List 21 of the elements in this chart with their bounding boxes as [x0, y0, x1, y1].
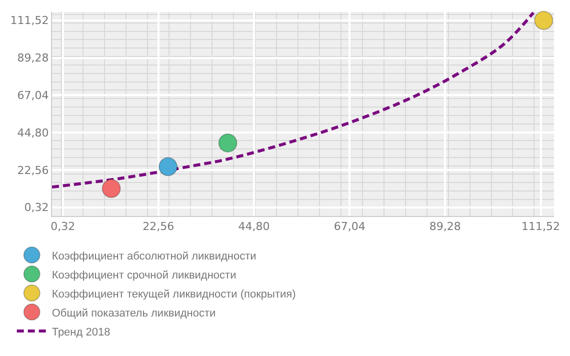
legend-label: Общий показатель ликвидности	[52, 307, 216, 320]
point	[158, 157, 178, 176]
y-tick-label: 22,56	[17, 164, 49, 177]
point	[534, 10, 554, 30]
point	[102, 179, 121, 198]
y-tick-label: 89,28	[17, 52, 49, 65]
y-tick-label: 67,04	[17, 89, 49, 102]
x-tick-label: 89,28	[429, 220, 461, 234]
y-tick-label: 111,52	[10, 14, 49, 28]
y-tick-label: 44,80	[17, 126, 49, 140]
y-tick-label: 0,32	[24, 201, 49, 214]
x-tick-label: 44,80	[238, 220, 270, 234]
legend-label: Тренд 2018	[52, 326, 110, 338]
point	[218, 133, 238, 152]
legend-label: Коэффициент срочной ликвидности	[52, 269, 236, 282]
legend-label: Коэффициент текущей ликвидности (покрытия)	[52, 288, 296, 300]
legend-label: Коэффициент абсолютной ликвидности	[52, 250, 256, 262]
x-tick-label: 22,56	[142, 220, 174, 234]
x-tick-label: 67,04	[334, 220, 366, 234]
x-tick-label: 0,32	[50, 220, 76, 234]
x-tick-label: 111,52	[522, 220, 560, 234]
